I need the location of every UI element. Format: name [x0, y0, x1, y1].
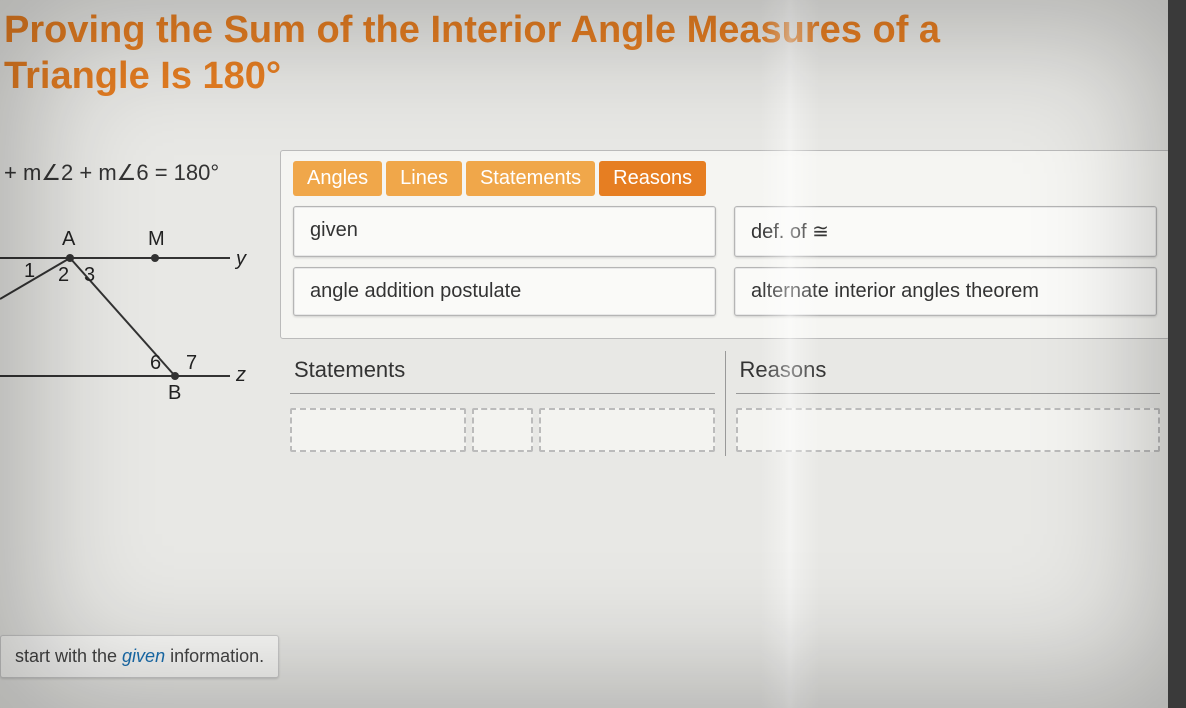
line-y-label: y	[236, 248, 246, 271]
chip-def-congruent[interactable]: def. of ≅	[734, 206, 1157, 257]
tab-angles[interactable]: Angles	[293, 161, 382, 196]
chip-given[interactable]: given	[293, 206, 716, 257]
reason-row-2: angle addition postulate alternate inter…	[293, 267, 1157, 316]
chip-alt-interior[interactable]: alternate interior angles theorem	[734, 267, 1157, 316]
statements-column: Statements	[280, 351, 726, 456]
statement-slot-3[interactable]	[539, 408, 715, 452]
reasons-header: Reasons	[736, 351, 1161, 394]
vertex-a-label: A	[62, 228, 75, 251]
title-line-2: Triangle Is 180°	[4, 54, 1186, 100]
hint-prefix: start with the	[15, 646, 122, 666]
page-title: Proving the Sum of the Interior Angle Me…	[0, 0, 1186, 103]
proof-builder-panel: Angles Lines Statements Reasons given de…	[280, 150, 1170, 456]
tab-reasons[interactable]: Reasons	[599, 161, 706, 196]
hint-emphasis: given	[122, 646, 165, 666]
proof-table: Statements Reasons	[280, 351, 1170, 456]
hint-box: start with the given information.	[0, 635, 279, 678]
vertex-b-label: B	[168, 382, 181, 405]
hint-suffix: information.	[165, 646, 264, 666]
statements-header: Statements	[290, 351, 715, 394]
reason-picker-frame: Angles Lines Statements Reasons given de…	[280, 150, 1170, 339]
triangle-diagram: A M B y z 1 2 3 6 7	[0, 226, 260, 406]
reasons-column: Reasons	[726, 351, 1171, 456]
right-edge-shadow	[1168, 0, 1186, 708]
diagram-svg	[0, 226, 260, 406]
reason-row-1: given def. of ≅	[293, 206, 1157, 257]
angle-6-label: 6	[150, 352, 161, 375]
statement-slot-2[interactable]	[472, 408, 533, 452]
angle-3-label: 3	[84, 264, 95, 287]
tab-lines[interactable]: Lines	[386, 161, 462, 196]
reason-drop-row	[736, 408, 1161, 456]
line-z-label: z	[236, 364, 246, 387]
angle-7-label: 7	[186, 352, 197, 375]
tab-statements[interactable]: Statements	[466, 161, 595, 196]
reason-slot-1[interactable]	[736, 408, 1161, 452]
left-column: + m∠2 + m∠6 = 180° A M B y z 1 2 3 6 7	[0, 160, 270, 406]
category-tabs: Angles Lines Statements Reasons	[293, 161, 1157, 196]
angle-2-label: 2	[58, 264, 69, 287]
statement-drop-row	[290, 408, 715, 456]
point-m-label: M	[148, 228, 165, 251]
statement-slot-1[interactable]	[290, 408, 466, 452]
title-line-1: Proving the Sum of the Interior Angle Me…	[4, 8, 1186, 54]
angle-1-label: 1	[24, 260, 35, 283]
chip-angle-addition[interactable]: angle addition postulate	[293, 267, 716, 316]
prove-equation: + m∠2 + m∠6 = 180°	[0, 160, 270, 186]
